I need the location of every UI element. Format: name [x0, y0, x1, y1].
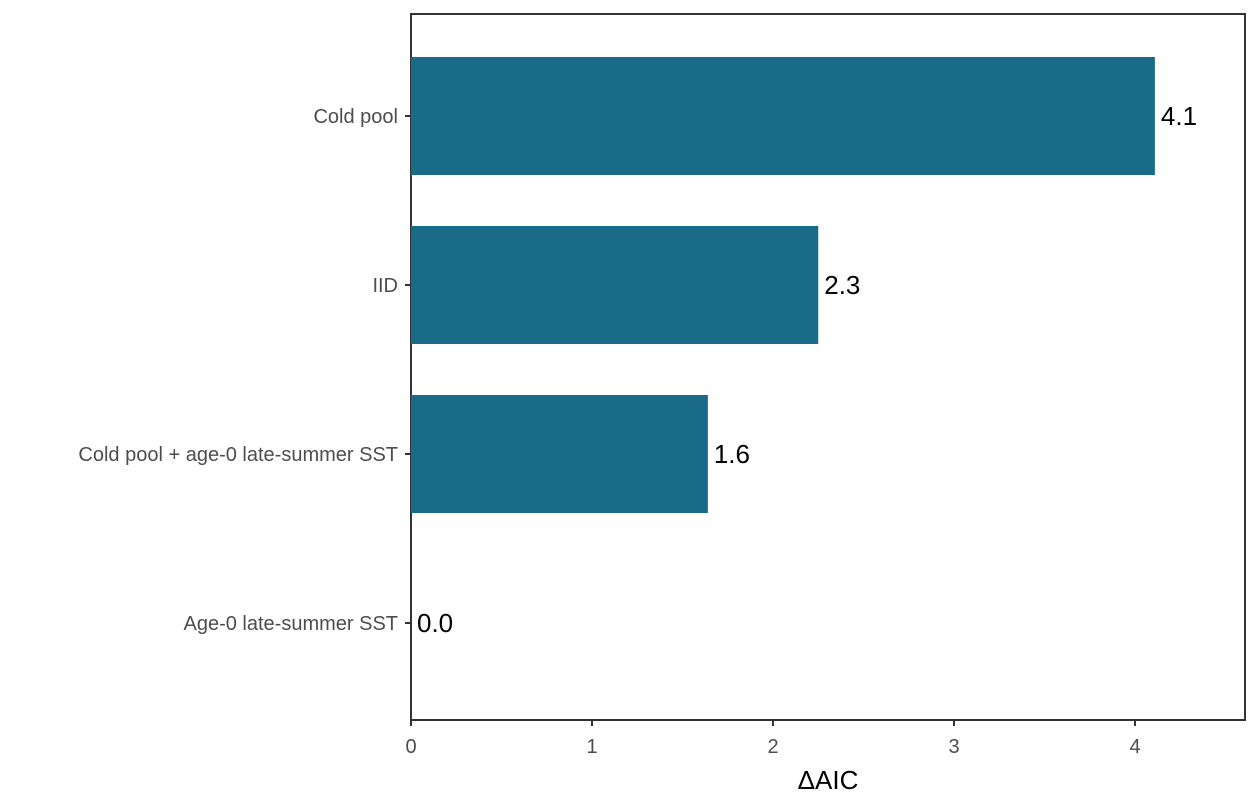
- x-tick-label: 3: [948, 736, 959, 758]
- x-tick-label: 1: [586, 736, 597, 758]
- y-category-label: Age-0 late-summer SST: [183, 613, 398, 635]
- y-category-label: Cold pool: [313, 106, 398, 128]
- x-tick-label: 0: [405, 736, 416, 758]
- x-tick-label: 2: [767, 736, 778, 758]
- y-category-label: Cold pool + age-0 late-summer SST: [78, 444, 398, 466]
- bar: [411, 57, 1155, 175]
- bar-value-label: 0.0: [417, 608, 453, 638]
- bars-group: [411, 57, 1155, 513]
- x-axis: 0 1 2 3 4: [405, 720, 1141, 758]
- data-labels-group: 4.1 2.3 1.6 0.0: [417, 101, 1197, 638]
- bar: [411, 226, 819, 344]
- bar-value-label: 4.1: [1161, 101, 1197, 131]
- x-axis-title: ΔAIC: [798, 765, 859, 795]
- plot-panel-border: [410, 13, 1246, 721]
- bar-value-label: 1.6: [714, 439, 750, 469]
- bar-value-label: 2.3: [824, 270, 860, 300]
- x-tick-label: 4: [1129, 736, 1140, 758]
- y-axis: Cold pool IID Cold pool + age-0 late-summe…: [78, 106, 411, 635]
- y-category-label: IID: [372, 275, 398, 297]
- bar: [411, 395, 708, 513]
